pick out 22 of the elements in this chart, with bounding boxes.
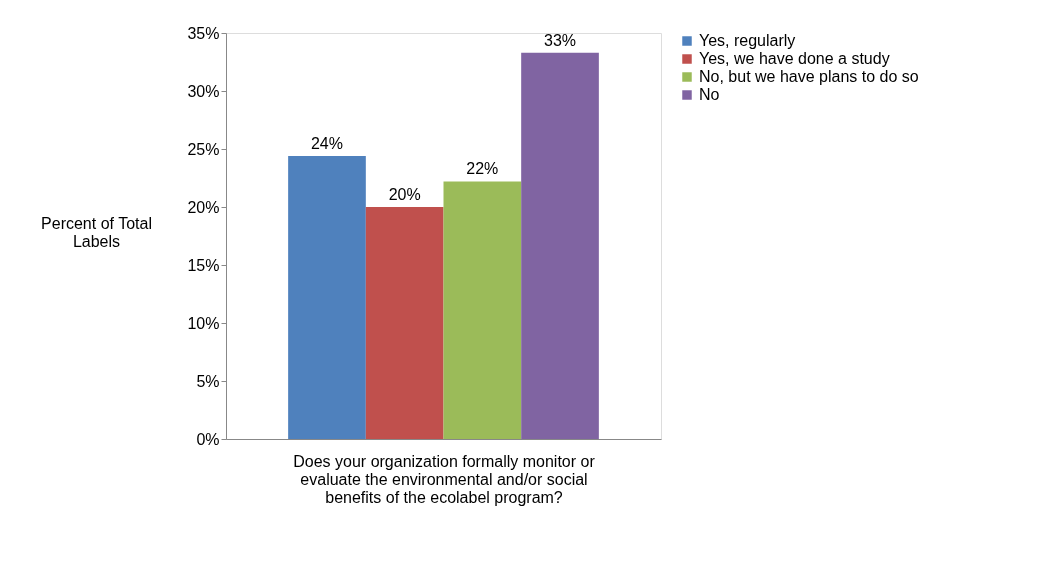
x-axis-title: Does your organization formally monitor or evaluate the environmental and/or social benefits of the ecolabel program? — [293, 452, 596, 506]
data-label: 33% — [544, 31, 577, 49]
y-tick-label: 0% — [196, 430, 220, 448]
legend-label: No — [699, 86, 720, 103]
y-axis-title: Percent of Total Labels — [41, 214, 152, 250]
y-tick-label: 35% — [187, 24, 220, 42]
y-tick-label: 25% — [187, 140, 220, 158]
legend-label: No, but we have plans to do so — [699, 68, 919, 85]
data-label: 20% — [388, 186, 421, 203]
legend-label: Yes, regularly — [699, 32, 796, 49]
y-tick-label: 30% — [187, 82, 220, 100]
bar — [365, 207, 444, 439]
bar — [521, 52, 599, 439]
bar — [288, 155, 366, 439]
legend-label: Yes, we have done a study — [699, 50, 890, 67]
y-tick-label: 15% — [187, 256, 220, 274]
data-label: 24% — [310, 134, 343, 152]
y-tick-label: 20% — [187, 198, 220, 216]
bar — [443, 181, 522, 439]
y-tick-label: 10% — [187, 314, 220, 332]
y-tick-label: 5% — [196, 372, 220, 390]
data-label: 22% — [466, 160, 499, 178]
